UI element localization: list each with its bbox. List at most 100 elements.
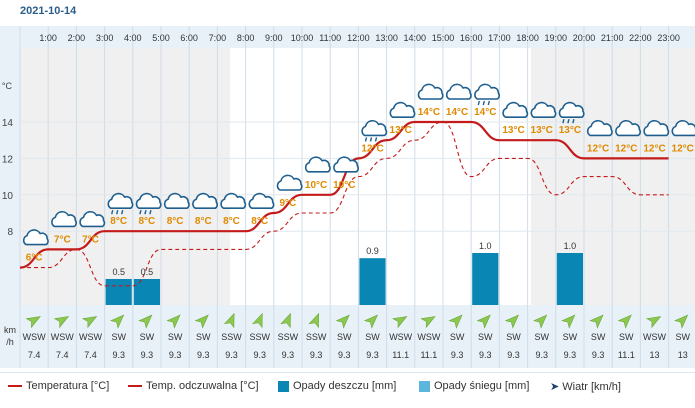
wind-arrow-shape (533, 314, 548, 329)
raindrop-icon (364, 137, 368, 142)
cloud-icon (586, 120, 613, 137)
raindrop-icon (116, 210, 119, 215)
wind-arrow-icon (448, 314, 463, 329)
wind-arrow-shape (561, 314, 576, 329)
hour-label: 9:00 (265, 33, 283, 43)
hour-label: 10:00 (291, 33, 314, 43)
legend-snow-label: Opady śniegu [mm] (434, 380, 530, 392)
raindrop-icon (121, 210, 124, 215)
legend-rain-swatch (278, 380, 289, 392)
wind-arrow-shape (252, 312, 263, 329)
wind-arrow-shape (392, 316, 408, 329)
cloud-icon (163, 192, 190, 209)
hour-label: 3:00 (96, 33, 114, 43)
temperature-value-label: 8°C (251, 216, 268, 227)
wind-arrow-shape (138, 314, 153, 329)
cloud-icon (248, 192, 275, 209)
temperature-value-label: 14°C (474, 107, 496, 118)
cloud-icon (474, 83, 501, 100)
wind-arrow-icon (25, 316, 41, 329)
wind-direction-label: WSW (389, 332, 412, 342)
wind-arrow-shape (476, 314, 491, 329)
wind-arrow-shape (420, 316, 436, 329)
wind-speed-label: 9.3 (310, 350, 323, 360)
wind-direction-label: SW (534, 332, 549, 342)
wind-direction-label: SW (675, 332, 690, 342)
temperature-value-label: 13°C (502, 125, 524, 136)
hour-label: 17:00 (488, 33, 511, 43)
night-shade-morning (20, 48, 230, 305)
temperature-value-label: 12°C (587, 143, 609, 154)
temperature-value-label: 9°C (280, 198, 297, 209)
wind-speed-label: 9.3 (479, 350, 492, 360)
wind-arrow-icon (252, 312, 263, 329)
cloud-icon (220, 192, 247, 209)
temperature-line (19, 120, 669, 269)
wind-direction-label: SSW (249, 332, 270, 342)
wind-direction-label: SW (168, 332, 183, 342)
y-tick-label: 8 (7, 227, 13, 238)
temperature-value-label: 8°C (195, 216, 212, 227)
wind-arrow-shape (194, 314, 209, 329)
raindrop-icon (369, 137, 373, 142)
wind-direction-label: SW (140, 332, 155, 342)
y-unit-label: °C (2, 81, 13, 91)
legend-rain: Opady deszczu [mm] (278, 380, 396, 392)
cloud-icon (615, 120, 642, 137)
legend-apparent-label: Temp. odczuwalna [°C] (146, 380, 259, 392)
wind-arrow-shape (363, 314, 379, 329)
wind-arrow-shape (81, 316, 98, 329)
cloud-icon (502, 101, 529, 118)
raindrop-icon (482, 100, 485, 106)
wind-arrow-icon (110, 314, 125, 329)
temperature-value-label: 14°C (418, 107, 440, 118)
temperature-value-label: 12°C (643, 143, 665, 154)
hour-label: 16:00 (460, 33, 483, 43)
hour-label: 4:00 (124, 33, 142, 43)
wind-speed-label: 9.3 (451, 350, 464, 360)
wind-direction-label: SSW (306, 332, 327, 342)
wind-arrow-shape (53, 316, 70, 329)
wind-direction-label: SW (591, 332, 606, 342)
cloud-icon (389, 101, 416, 118)
cloud-icon (135, 192, 162, 209)
hour-label: 13:00 (375, 33, 398, 43)
wind-arrow-shape (504, 314, 520, 329)
date-label: 2021-10-14 (20, 5, 77, 17)
hour-label: 1:00 (39, 33, 57, 43)
hour-label: 23:00 (657, 33, 680, 43)
rain-value-label: 1.0 (479, 241, 492, 251)
rain-value-label: 1.0 (564, 241, 577, 251)
wind-arrow-shape (308, 312, 320, 329)
cloud-icon (304, 156, 331, 173)
wind-arrow-icon (645, 316, 662, 329)
wind-direction-label: WSW (23, 332, 46, 342)
cloud-icon (445, 83, 472, 100)
wind-arrow-shape (166, 314, 181, 329)
wind-speed-label: 9.3 (592, 350, 605, 360)
rain-value-label: 0.9 (366, 246, 379, 256)
wind-direction-label: SW (450, 332, 465, 342)
temperature-value-label: 7°C (82, 234, 99, 245)
rain-bar (556, 253, 583, 305)
y-tick-label: 14 (2, 118, 14, 129)
wind-arrow-shape (335, 314, 350, 329)
rain-bar (472, 253, 499, 305)
wind-arrow-icon (335, 314, 350, 329)
wind-arrow-shape (645, 316, 662, 329)
hour-label: 7:00 (209, 33, 227, 43)
wind-arrow-shape (280, 312, 291, 329)
raindrop-icon (111, 210, 114, 215)
raindrop-icon (139, 210, 142, 215)
wind-speed-label: 11.1 (392, 350, 409, 360)
legend-apparent-swatch (128, 385, 142, 388)
legend-temperature-swatch (8, 385, 22, 388)
legend-wind: ➤ Wiatr [km/h] (550, 380, 621, 393)
wind-arrow-shape (448, 314, 463, 329)
wind-speed-label: 9.3 (169, 350, 182, 360)
wind-speed-label: 9.3 (141, 350, 154, 360)
cloud-icon (643, 120, 670, 137)
raindrop-icon (144, 210, 147, 215)
wind-direction-label: WSW (417, 332, 440, 342)
wind-arrow-icon (561, 314, 576, 329)
